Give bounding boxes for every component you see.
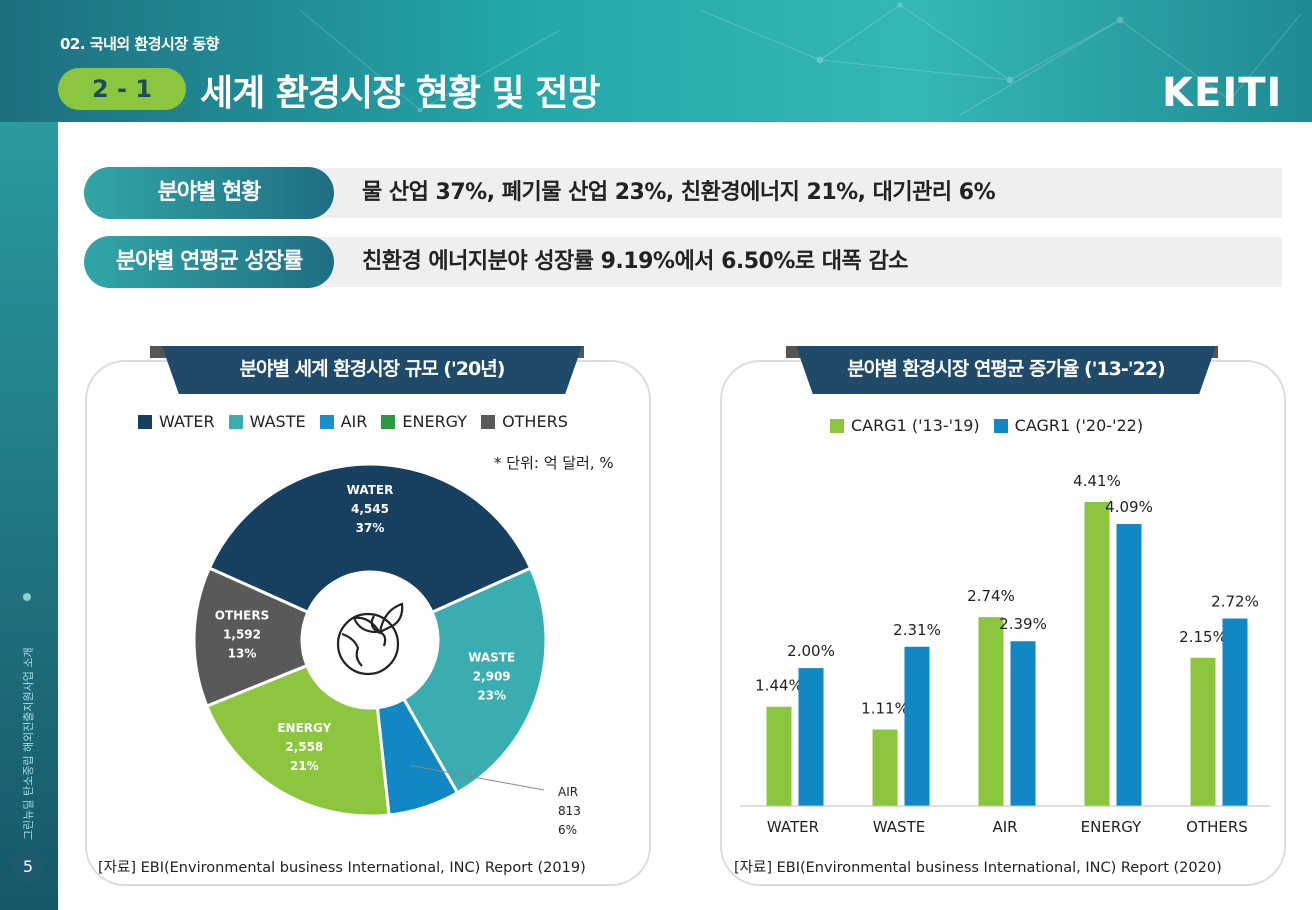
donut-chart: WATER 4,545 37% WASTE 2,909 23% AIR 813 6% ENERGY… bbox=[192, 462, 581, 837]
donut-slice-label: 6% bbox=[558, 823, 577, 837]
bar-category-label: OTHERS bbox=[1186, 818, 1248, 836]
legend-swatch bbox=[138, 414, 152, 429]
info-row-label: 분야별 현황 bbox=[84, 167, 334, 219]
bar-others-series-0 bbox=[1190, 657, 1216, 806]
bar-air-series-0 bbox=[978, 617, 1004, 806]
donut-slice-label: 23% bbox=[477, 689, 506, 703]
donut-leader-line bbox=[410, 765, 545, 791]
donut-slice-label: 2,558 bbox=[285, 740, 323, 754]
legend-label: CARG1 ('13-'19) bbox=[851, 416, 980, 435]
pie-legend-item: WATER bbox=[138, 412, 215, 431]
bar-others-series-1 bbox=[1222, 618, 1248, 806]
legend-swatch bbox=[319, 414, 334, 429]
donut-slice-label: WATER bbox=[347, 483, 394, 497]
bar-value-label: 2.31% bbox=[893, 621, 941, 639]
bar-energy-series-0 bbox=[1084, 502, 1110, 806]
left-sidebar-bar bbox=[0, 122, 58, 910]
info-row-label: 분야별 연평균 성장률 bbox=[84, 236, 334, 288]
legend-label: OTHERS bbox=[502, 412, 568, 431]
donut-slice-label: ENERGY bbox=[277, 721, 331, 735]
unit-note: * 단위: 억 달러, % bbox=[494, 454, 614, 472]
bar-waste-series-0 bbox=[872, 729, 898, 806]
legend-swatch bbox=[830, 418, 844, 433]
page-title: 세계 환경시장 현황 및 전망 bbox=[200, 73, 600, 114]
bar-chart: 1.44% 2.00% WATER 1.11% 2.31% WASTE 2.74% 2.39%… bbox=[740, 472, 1270, 836]
header-banner bbox=[0, 0, 1312, 122]
bar-value-label: 2.15% bbox=[1179, 628, 1227, 646]
sidebar-vertical-label: 그린뉴딜 탄소중립 해외진출지원사업 소개 bbox=[22, 647, 35, 840]
bar-legend-item: CAGR1 ('20-'22) bbox=[993, 416, 1144, 435]
legend-label: CAGR1 ('20-'22) bbox=[1014, 416, 1144, 435]
bar-value-label: 4.41% bbox=[1073, 472, 1121, 490]
donut-chart-title: 분야별 세계 환경시장 규모 ('20년) bbox=[162, 346, 582, 394]
donut-slice-label: 1,592 bbox=[223, 628, 261, 642]
pie-legend-item: OTHERS bbox=[481, 412, 568, 431]
network-pattern bbox=[299, 2, 1301, 116]
legend-swatch bbox=[381, 414, 396, 429]
info-row-growth: 분야별 연평균 성장률 친환경 에너지분야 성장률 9.19%에서 6.50%로… bbox=[84, 236, 1282, 288]
legend-label: WATER bbox=[159, 412, 215, 431]
bar-value-label: 2.00% bbox=[787, 642, 835, 660]
bar-category-label: ENERGY bbox=[1081, 818, 1142, 836]
info-row-background bbox=[234, 168, 1282, 218]
info-row-background bbox=[234, 237, 1282, 287]
section-number-badge: 2 - 1 bbox=[58, 68, 186, 110]
bar-category-label: AIR bbox=[992, 818, 1017, 836]
pie-legend-item: WASTE bbox=[228, 412, 306, 431]
donut-slice-energy bbox=[204, 663, 391, 818]
donut-slice-label: 4,545 bbox=[351, 502, 389, 516]
donut-slice-label: WASTE bbox=[468, 651, 515, 665]
donut-slice-label: 21% bbox=[290, 759, 319, 773]
donut-slice-water bbox=[207, 462, 533, 615]
bar-value-label: 1.11% bbox=[861, 699, 909, 717]
sidebar-dot bbox=[23, 593, 31, 601]
legend-label: AIR bbox=[340, 412, 368, 431]
bar-value-label: 2.39% bbox=[999, 615, 1047, 633]
donut-slice-label: AIR bbox=[558, 785, 578, 799]
info-row-status: 분야별 현황 물 산업 37%, 폐기물 산업 23%, 친환경에너지 21%,… bbox=[84, 167, 1282, 219]
legend-label: ENERGY bbox=[402, 412, 468, 431]
bar-chart-title: 분야별 환경시장 연평균 증가율 ('13-'22) bbox=[796, 346, 1216, 394]
bar-legend-item: CARG1 ('13-'19) bbox=[830, 416, 980, 435]
bar-category-label: WASTE bbox=[873, 818, 925, 836]
bar-value-label: 2.72% bbox=[1211, 592, 1259, 610]
legend-label: WASTE bbox=[249, 412, 306, 431]
donut-slice-label: 2,909 bbox=[473, 670, 511, 684]
bar-category-label: WATER bbox=[767, 818, 819, 836]
bar-energy-series-1 bbox=[1116, 524, 1142, 806]
bar-water-series-0 bbox=[766, 706, 792, 806]
bar-air-series-1 bbox=[1010, 641, 1036, 806]
bar-value-label: 4.09% bbox=[1105, 498, 1153, 516]
legend-swatch bbox=[481, 414, 496, 429]
bar-legend: CARG1 ('13-'19) CAGR1 ('20-'22) bbox=[830, 416, 1143, 435]
bar-value-label: 1.44% bbox=[755, 677, 803, 695]
info-row-text: 물 산업 37%, 폐기물 산업 23%, 친환경에너지 21%, 대기관리 6… bbox=[362, 180, 996, 205]
bar-water-series-1 bbox=[798, 668, 824, 806]
legend-swatch bbox=[228, 414, 243, 429]
donut-slice-label: OTHERS bbox=[215, 609, 270, 623]
bar-value-label: 2.74% bbox=[967, 587, 1015, 605]
right-source-note: [자료] EBI(Environmental business Internat… bbox=[734, 860, 1222, 876]
pie-legend-item: ENERGY bbox=[381, 412, 467, 431]
left-source-note: [자료] EBI(Environmental business Internat… bbox=[98, 860, 586, 876]
info-row-text: 친환경 에너지분야 성장률 9.19%에서 6.50%로 대폭 감소 bbox=[362, 249, 908, 274]
donut-slice-waste bbox=[401, 566, 548, 795]
chapter-subtitle: 02. 국내외 환경시장 동향 bbox=[60, 35, 219, 53]
legend-swatch bbox=[993, 418, 1008, 433]
bar-waste-series-1 bbox=[904, 646, 930, 806]
panel-tab-ear bbox=[150, 346, 166, 358]
donut-slice-label: 37% bbox=[356, 521, 385, 535]
donut-slice-others bbox=[192, 566, 310, 709]
donut-legend: WATER WASTE AIR ENERGY OTHERS bbox=[138, 412, 568, 431]
donut-slice-label: 813 bbox=[558, 804, 581, 818]
globe-plant-icon bbox=[336, 602, 404, 676]
donut-slice-label: 13% bbox=[228, 647, 257, 661]
pie-legend-item: AIR bbox=[319, 412, 368, 431]
keiti-logo: KEITI bbox=[1162, 70, 1283, 116]
page-number: 5 bbox=[11, 850, 45, 884]
